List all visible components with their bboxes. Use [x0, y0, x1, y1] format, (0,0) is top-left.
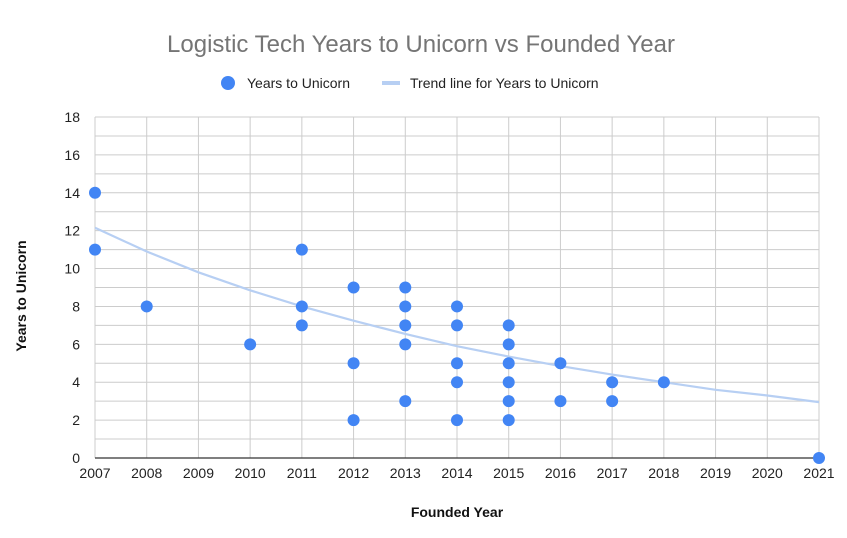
- data-point: [295, 243, 308, 256]
- gridlines: [94, 116, 820, 458]
- x-tick-label: 2013: [390, 465, 421, 481]
- y-tick-label: 0: [72, 450, 80, 466]
- data-point: [89, 186, 101, 199]
- data-point: [451, 414, 463, 427]
- data-point: [89, 243, 101, 256]
- data-point: [399, 300, 412, 313]
- data-point: [244, 338, 257, 351]
- x-tick-label: 2018: [648, 465, 679, 481]
- data-point: [813, 452, 825, 464]
- data-point: [502, 376, 515, 389]
- x-tick-label: 2011: [287, 465, 317, 481]
- x-tick-label: 2008: [131, 465, 162, 481]
- data-point: [295, 300, 308, 313]
- data-point: [347, 414, 360, 427]
- legend-swatch-trend: [382, 81, 400, 85]
- y-tick-label: 12: [64, 223, 80, 239]
- x-tick-label: 2007: [79, 465, 110, 481]
- x-tick-label: 2009: [183, 465, 214, 481]
- y-tick-label: 14: [64, 185, 80, 201]
- y-tick-label: 2: [72, 412, 80, 428]
- data-point: [140, 300, 153, 313]
- data-point: [606, 395, 619, 408]
- legend: Years to Unicorn Trend line for Years to…: [221, 75, 599, 91]
- data-point: [399, 281, 412, 294]
- x-tick-label: 2015: [493, 465, 524, 481]
- x-tick-label: 2012: [338, 465, 369, 481]
- data-point: [502, 319, 515, 332]
- chart-title: Logistic Tech Years to Unicorn vs Founde…: [167, 31, 675, 58]
- x-tick-label: 2016: [545, 465, 576, 481]
- data-point: [451, 376, 463, 389]
- x-tick-label: 2019: [700, 465, 731, 481]
- x-axis-label: Founded Year: [411, 504, 504, 520]
- y-tick-label: 4: [72, 374, 80, 390]
- y-tick-label: 10: [64, 261, 80, 277]
- data-point: [399, 338, 412, 351]
- legend-label-trend: Trend line for Years to Unicorn: [410, 75, 599, 91]
- data-point: [451, 300, 463, 313]
- data-point: [554, 395, 567, 408]
- data-point: [451, 319, 463, 332]
- x-tick-label: 2020: [752, 465, 783, 481]
- y-tick-label: 16: [64, 147, 80, 163]
- y-tick-label: 6: [72, 336, 80, 352]
- data-point: [606, 376, 619, 389]
- trend-line: [94, 226, 820, 404]
- x-tick-label: 2021: [803, 465, 834, 481]
- x-tick-label: 2014: [441, 465, 472, 481]
- y-axis-ticks: 0 2 4 6 8 10 12 14 16 18: [64, 109, 80, 466]
- legend-swatch-points: [221, 76, 235, 90]
- y-tick-label: 18: [64, 109, 80, 125]
- x-tick-label: 2017: [597, 465, 628, 481]
- data-point: [502, 395, 515, 408]
- data-point: [347, 357, 360, 370]
- x-axis-ticks: 2007 2008 2009 2010 2011 2012 2013 2014 2015 2016…: [79, 465, 834, 481]
- data-point: [502, 414, 515, 427]
- data-point: [451, 357, 463, 370]
- y-axis-label: Years to Unicorn: [13, 240, 29, 351]
- data-point: [657, 376, 670, 389]
- data-point: [502, 357, 515, 370]
- data-points: [89, 186, 825, 464]
- data-point: [347, 281, 360, 294]
- data-point: [399, 395, 412, 408]
- data-point: [399, 319, 412, 332]
- data-point: [502, 338, 515, 351]
- legend-label-points: Years to Unicorn: [247, 75, 350, 91]
- y-tick-label: 8: [72, 298, 80, 314]
- x-tick-label: 2010: [235, 465, 266, 481]
- data-point: [554, 357, 567, 370]
- data-point: [295, 319, 308, 332]
